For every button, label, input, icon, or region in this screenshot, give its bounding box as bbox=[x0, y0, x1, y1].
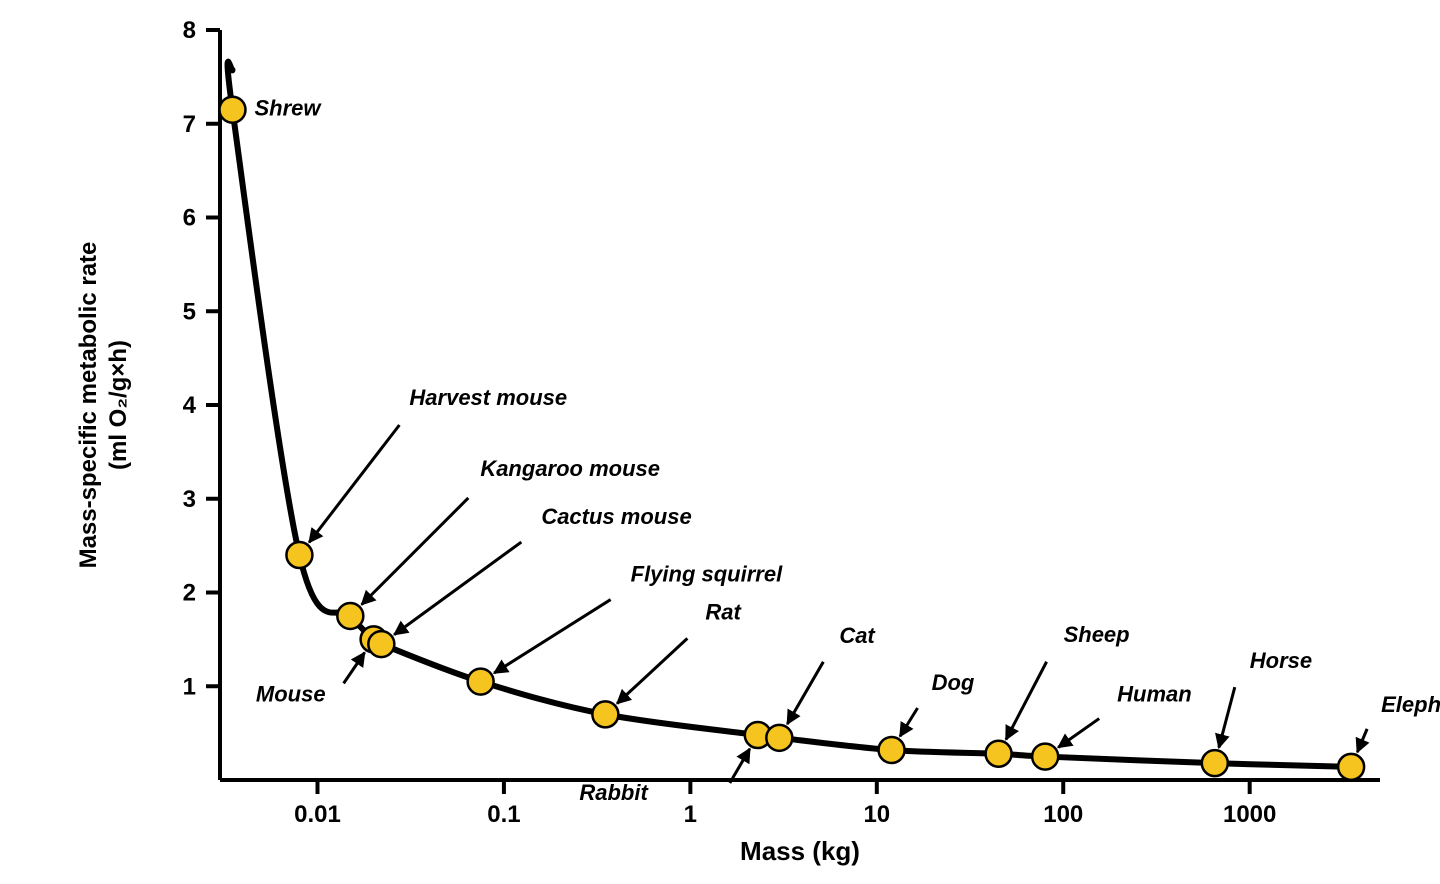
y-tick-label: 3 bbox=[183, 486, 196, 513]
data-point bbox=[592, 701, 618, 727]
point-label: Elephant bbox=[1381, 692, 1440, 717]
metabolic-rate-chart: 0.01 0.1 1 10 100 1000 1 2 3 4 5 6 7 8 Mass (kg) Mass-s… bbox=[0, 0, 1440, 884]
y-tick-label: 6 bbox=[183, 205, 196, 232]
y-tick-label: 1 bbox=[183, 673, 196, 700]
x-tick-label: 1 bbox=[684, 801, 697, 828]
x-tick-label: 0.01 bbox=[294, 801, 341, 828]
point-label: Horse bbox=[1250, 648, 1312, 673]
y-axis-sublabel: (ml O₂/g×h) bbox=[105, 340, 132, 470]
y-tick-label: 4 bbox=[183, 392, 197, 419]
y-tick-label: 8 bbox=[183, 17, 196, 44]
y-tick-label: 2 bbox=[183, 580, 196, 607]
y-tick-label: 5 bbox=[183, 298, 196, 325]
point-label: Cactus mouse bbox=[541, 504, 691, 529]
data-point bbox=[286, 542, 312, 568]
point-label: Rabbit bbox=[579, 780, 649, 805]
y-axis-label: Mass-specific metabolic rate bbox=[75, 242, 102, 569]
data-point bbox=[1338, 754, 1364, 780]
x-tick-label: 1000 bbox=[1223, 801, 1276, 828]
x-tick-label: 10 bbox=[863, 801, 890, 828]
x-tick-label: 0.1 bbox=[487, 801, 520, 828]
chart-container: 0.01 0.1 1 10 100 1000 1 2 3 4 5 6 7 8 Mass (kg) Mass-s… bbox=[0, 0, 1440, 884]
data-point bbox=[337, 603, 363, 629]
point-label: Mouse bbox=[256, 681, 326, 706]
point-label: Shrew bbox=[254, 96, 322, 121]
point-label: Harvest mouse bbox=[409, 385, 567, 410]
data-point bbox=[766, 725, 792, 751]
data-point bbox=[468, 669, 494, 695]
data-point bbox=[368, 631, 394, 657]
data-point bbox=[986, 741, 1012, 767]
point-label: Sheep bbox=[1064, 622, 1130, 647]
data-point bbox=[879, 737, 905, 763]
point-label: Human bbox=[1117, 682, 1192, 707]
data-point bbox=[1202, 750, 1228, 776]
point-label: Kangaroo mouse bbox=[480, 456, 660, 481]
x-tick-label: 100 bbox=[1043, 801, 1083, 828]
point-label: Flying squirrel bbox=[631, 562, 783, 587]
point-label: Cat bbox=[839, 623, 876, 648]
point-label: Dog bbox=[932, 670, 975, 695]
x-axis-label: Mass (kg) bbox=[740, 836, 860, 866]
y-tick-label: 7 bbox=[183, 111, 196, 138]
point-label: Rat bbox=[705, 599, 742, 624]
data-point bbox=[1032, 744, 1058, 770]
data-point bbox=[219, 97, 245, 123]
